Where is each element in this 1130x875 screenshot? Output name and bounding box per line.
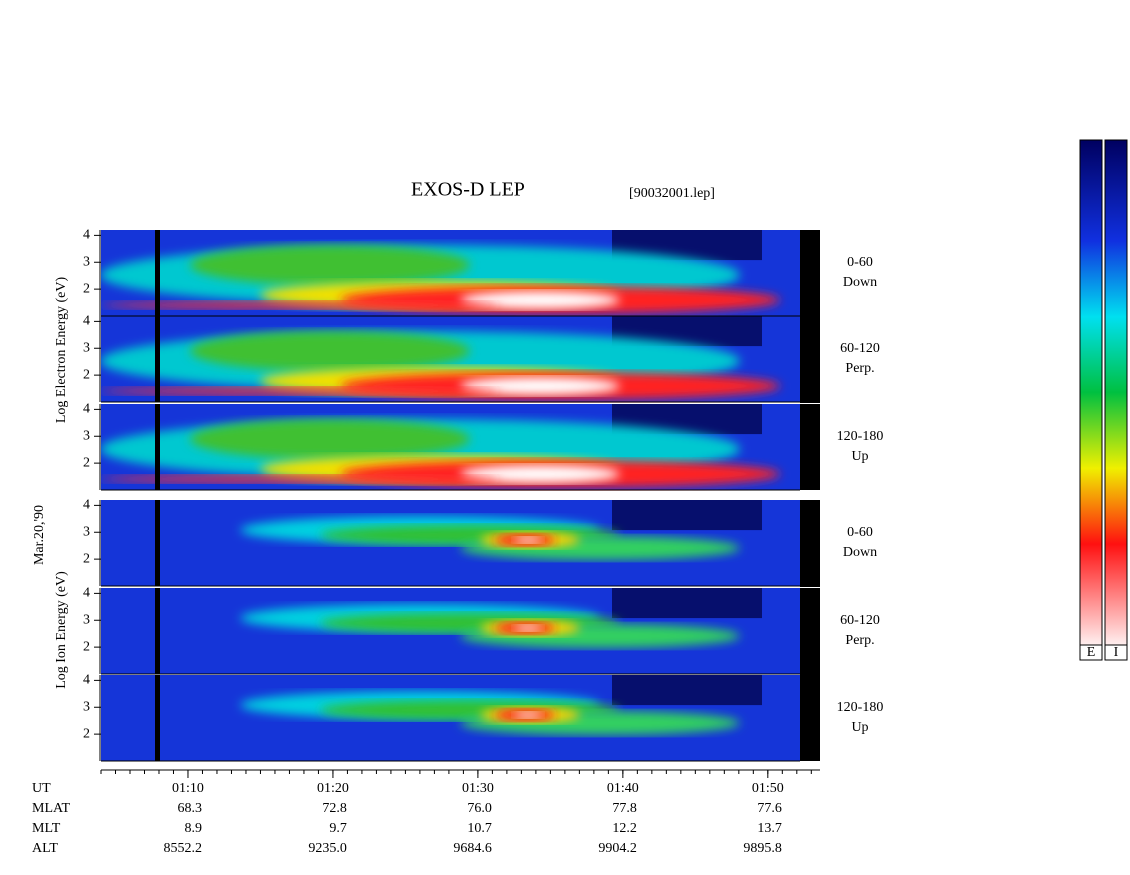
file-name: [90032001.lep]	[629, 186, 715, 201]
row-label: UT	[32, 781, 51, 796]
y-tick-label: 2	[83, 367, 90, 382]
row-value: 9895.8	[743, 841, 782, 856]
row-value: 76.0	[467, 801, 492, 816]
y-tick-label: 3	[83, 254, 90, 269]
data-gap	[155, 588, 160, 674]
row-value: 8552.2	[163, 841, 202, 856]
direction-label: Up	[851, 720, 868, 735]
ion-axis-label: Log Ion Energy (eV)	[54, 571, 69, 689]
date-label: Mar.20,'90	[32, 505, 47, 565]
row-value: 9904.2	[598, 841, 637, 856]
row-value: 12.2	[612, 821, 637, 836]
electron-axis-label: Log Electron Energy (eV)	[54, 277, 69, 424]
angle-label: 120-180	[837, 700, 884, 715]
y-tick-label: 2	[83, 726, 90, 741]
row-value: 9235.0	[308, 841, 347, 856]
y-tick-label: 4	[83, 314, 90, 329]
direction-label: Up	[851, 449, 868, 464]
title: EXOS-D LEP	[411, 179, 525, 201]
spectrogram-dark	[612, 500, 762, 531]
angle-label: 60-120	[840, 341, 880, 356]
x-tick-label: 01:50	[752, 781, 784, 796]
direction-label: Perp.	[845, 633, 874, 648]
spectrogram-blob	[460, 465, 620, 483]
y-tick-label: 4	[83, 586, 90, 601]
row-label: MLAT	[32, 801, 71, 816]
spectrogram-blob	[190, 331, 470, 371]
row-value: 9.7	[329, 821, 347, 836]
data-gap	[800, 675, 820, 761]
y-tick-label: 2	[83, 639, 90, 654]
y-tick-label: 3	[83, 428, 90, 443]
data-gap	[155, 316, 160, 402]
x-tick-label: 01:20	[317, 781, 349, 796]
y-tick-label: 3	[83, 524, 90, 539]
row-value: 77.6	[757, 801, 782, 816]
angle-label: 60-120	[840, 613, 880, 628]
spectrogram-blob	[190, 419, 470, 459]
y-tick-label: 3	[83, 612, 90, 627]
y-tick-label: 2	[83, 281, 90, 296]
data-gap	[155, 675, 160, 761]
row-label: MLT	[32, 821, 61, 836]
data-gap	[800, 500, 820, 587]
row-value: 77.8	[612, 801, 637, 816]
y-tick-label: 3	[83, 340, 90, 355]
row-label: ALT	[32, 841, 58, 856]
angle-label: 120-180	[837, 429, 884, 444]
y-tick-label: 4	[83, 498, 90, 513]
colorbar-label: E	[1087, 645, 1096, 660]
spectrogram-blob	[101, 387, 500, 395]
row-value: 72.8	[322, 801, 347, 816]
data-gap	[800, 230, 820, 317]
data-gap	[155, 230, 160, 316]
y-tick-label: 2	[83, 551, 90, 566]
angle-label: 0-60	[847, 525, 873, 540]
colorbar	[1104, 139, 1128, 646]
x-tick-label: 01:10	[172, 781, 204, 796]
x-tick-label: 01:30	[462, 781, 494, 796]
row-value: 8.9	[184, 821, 202, 836]
x-tick-label: 01:40	[607, 781, 639, 796]
data-gap	[800, 404, 820, 490]
spectrogram-group	[101, 500, 800, 761]
y-tick-label: 4	[83, 402, 90, 417]
colorbar	[1079, 139, 1103, 646]
y-tick-label: 2	[83, 455, 90, 470]
data-gap	[800, 588, 820, 675]
y-tick-label: 4	[83, 228, 90, 243]
spectrogram-blob	[101, 301, 500, 309]
row-value: 9684.6	[453, 841, 492, 856]
row-value: 10.7	[467, 821, 492, 836]
row-value: 68.3	[177, 801, 202, 816]
data-gap	[155, 404, 160, 490]
data-gap	[800, 316, 820, 403]
colorbar-label: I	[1114, 645, 1119, 660]
spectrogram-blob	[514, 712, 542, 718]
direction-label: Perp.	[845, 361, 874, 376]
spectrogram-group	[101, 230, 800, 490]
spectrogram-blob	[514, 537, 542, 543]
y-tick-label: 3	[83, 699, 90, 714]
colorbar-label-box	[1079, 644, 1103, 661]
angle-label: 0-60	[847, 255, 873, 270]
spectrogram-dark	[612, 588, 762, 619]
spectrogram-blob	[190, 245, 470, 285]
spectrogram-dark	[612, 675, 762, 706]
data-gap	[155, 500, 160, 586]
spectrogram-blob	[101, 475, 500, 483]
y-tick-label: 4	[83, 673, 90, 688]
row-value: 13.7	[757, 821, 782, 836]
spectrogram-blob	[460, 377, 620, 395]
colorbar-label-box	[1104, 644, 1128, 661]
direction-label: Down	[843, 275, 877, 290]
direction-label: Down	[843, 545, 877, 560]
spectrogram-blob	[514, 625, 542, 631]
spectrogram-blob	[460, 291, 620, 309]
